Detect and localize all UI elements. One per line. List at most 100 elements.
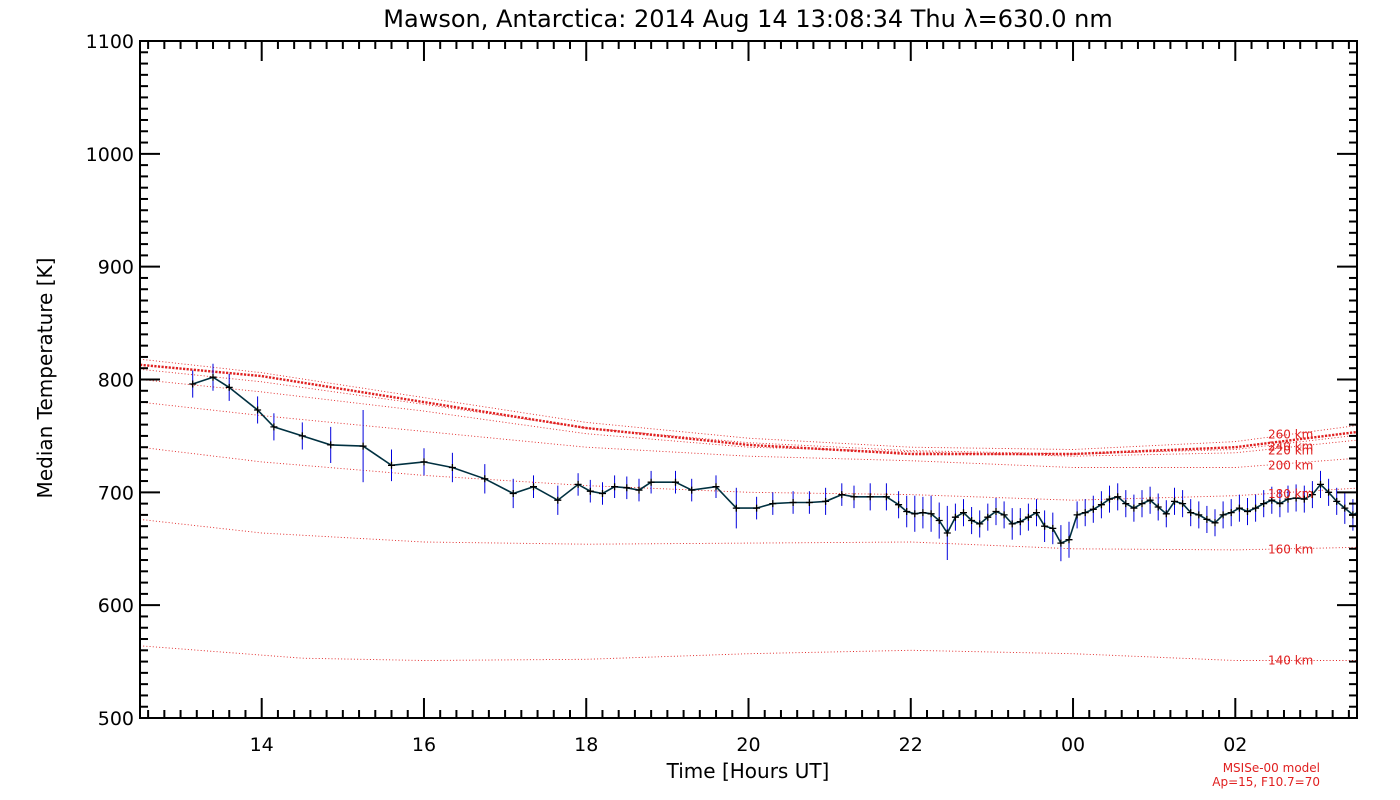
x-tick-label: 16	[412, 734, 436, 756]
data-point-marker	[1089, 505, 1097, 513]
data-point-marker	[298, 432, 306, 440]
data-point-marker	[1390, 484, 1397, 491]
data-point-marker	[1203, 515, 1211, 523]
data-point-marker	[1106, 495, 1113, 503]
data-point-marker	[1024, 513, 1032, 521]
data-point-marker	[732, 504, 740, 512]
data-point-marker	[1138, 500, 1146, 508]
data-point-marker	[1341, 504, 1349, 512]
data-point-marker	[688, 486, 696, 494]
x-tick-label: 18	[574, 734, 598, 756]
plot-frame	[139, 40, 1358, 719]
data-point-marker	[882, 493, 890, 501]
data-point-marker	[1284, 495, 1292, 503]
data-point-marker	[960, 509, 967, 517]
data-point-marker	[903, 508, 911, 515]
data-point-marker	[635, 486, 643, 494]
altitude-label-140km: 140 km	[1268, 653, 1313, 667]
data-point-marker	[968, 517, 976, 524]
x-axis-label: Time [Hours UT]	[666, 759, 830, 783]
data-point-marker	[1276, 500, 1284, 508]
measurement-series	[189, 363, 1397, 562]
data-point-marker	[1300, 495, 1308, 503]
data-point-marker	[935, 517, 943, 524]
data-point-marker	[1057, 539, 1065, 547]
altitude-label-260km: 260 km	[1268, 427, 1313, 441]
data-point-marker	[1366, 496, 1373, 503]
y-tick-label: 500	[98, 708, 134, 730]
data-point-marker	[1171, 497, 1178, 505]
data-point-marker	[1187, 509, 1195, 517]
data-point-marker	[1268, 496, 1276, 504]
data-point-marker	[1219, 511, 1227, 519]
data-point-marker	[976, 520, 984, 528]
data-point-marker	[225, 383, 233, 391]
data-point-marker	[1065, 536, 1073, 544]
data-point-marker	[1179, 500, 1187, 508]
data-point-marker	[789, 499, 797, 506]
data-point-marker	[919, 509, 927, 517]
data-point-marker	[623, 484, 631, 492]
data-point-marker	[1130, 504, 1138, 512]
data-point-marker	[992, 508, 1000, 515]
y-tick-label: 1100	[86, 31, 134, 53]
data-point-marker	[805, 499, 813, 506]
model-curve-140km	[140, 645, 1357, 661]
model-name-note: MSISe-00 model	[1223, 761, 1320, 775]
x-tick-label: 00	[1061, 734, 1085, 756]
data-point-marker	[647, 478, 655, 486]
data-point-marker	[481, 475, 489, 483]
data-point-marker	[1122, 500, 1130, 508]
data-point-marker	[209, 373, 217, 381]
y-tick-label: 900	[98, 257, 134, 279]
data-point-marker	[1081, 509, 1089, 517]
data-point-marker	[1146, 496, 1154, 504]
model-curve-260km	[140, 358, 1357, 450]
data-point-marker	[838, 491, 846, 499]
data-point-marker	[1325, 488, 1333, 496]
data-point-marker	[388, 461, 395, 469]
data-point-marker	[554, 496, 562, 504]
data-point-marker	[611, 483, 619, 491]
data-point-marker	[1333, 497, 1341, 505]
data-point-marker	[1358, 507, 1365, 514]
data-point-marker	[1114, 493, 1122, 501]
data-point-marker	[1317, 480, 1324, 488]
data-point-marker	[822, 497, 830, 505]
data-point-marker	[1235, 504, 1243, 512]
data-point-marker	[951, 513, 959, 521]
model-curve-180km	[140, 446, 1357, 501]
data-point-marker	[1097, 501, 1105, 509]
data-point-marker	[927, 510, 935, 518]
data-point-marker	[943, 529, 951, 537]
data-point-marker	[530, 483, 537, 491]
altitude-label-200km: 200 km	[1268, 459, 1313, 473]
data-point-marker	[327, 441, 335, 449]
model-curves	[140, 358, 1357, 661]
model-curve-160km	[140, 518, 1357, 551]
data-point-marker	[1154, 503, 1162, 511]
plot-border	[139, 40, 1358, 719]
data-point-marker	[586, 487, 594, 495]
x-tick-label: 22	[899, 734, 923, 756]
data-point-marker	[984, 513, 992, 521]
data-point-marker	[1252, 504, 1260, 512]
x-tick-label: 02	[1223, 734, 1247, 756]
altitude-label-220km: 220 km	[1268, 443, 1313, 457]
data-point-marker	[1260, 500, 1268, 508]
data-point-marker	[1033, 509, 1040, 517]
data-point-marker	[574, 480, 582, 488]
data-point-marker	[1292, 494, 1300, 502]
data-point-marker	[254, 406, 262, 414]
data-point-marker	[672, 478, 679, 486]
data-point-marker	[911, 510, 919, 518]
model-curve-250km	[140, 363, 1357, 456]
data-point-marker	[1008, 520, 1016, 528]
data-point-marker	[769, 500, 777, 508]
data-point-marker	[1016, 518, 1024, 526]
model-params-note: Ap=15, F10.7=70	[1212, 775, 1320, 789]
data-point-marker	[270, 423, 278, 431]
data-point-marker	[1227, 509, 1235, 517]
y-axis-label: Median Temperature [K]	[33, 258, 57, 499]
